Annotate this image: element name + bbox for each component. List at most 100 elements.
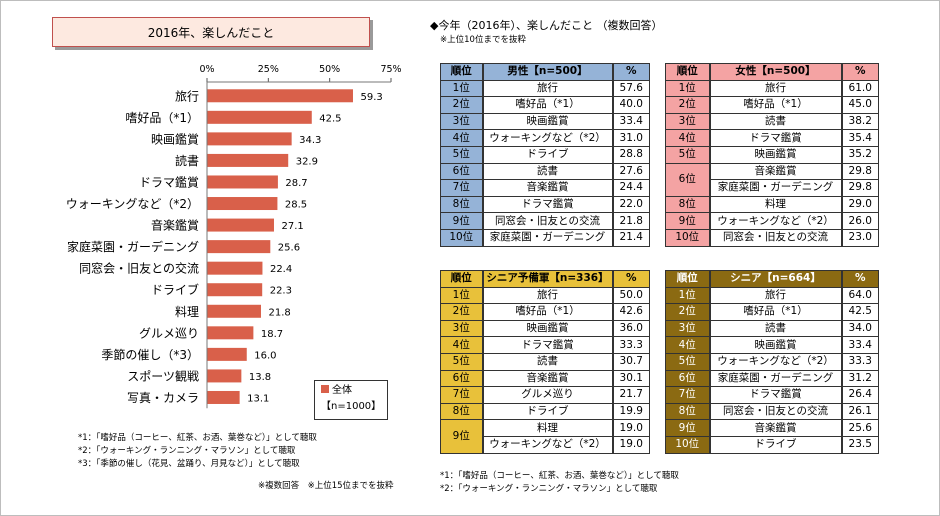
category-label: ウォーキングなど（*2） [66,197,199,211]
item-cell: ドライブ [482,402,613,421]
item-cell: 家庭菜園・ガーデニング [709,369,842,388]
right-subtitle: ※上位10位までを抜粋 [440,35,526,45]
item-cell: ドライブ [709,435,842,454]
pct-cell: 29.8 [840,162,879,181]
bar [207,390,240,404]
bar [207,261,263,275]
value-label: 13.8 [249,372,271,383]
table-male-h-item: 男性【n=500】 [482,63,613,81]
item-cell: 読書 [709,319,842,338]
category-label: 読書 [175,153,199,168]
item-cell: 嗜好品（*1） [709,96,842,114]
pct-cell: 50.0 [611,286,650,305]
table-pre-senior-header: 順位 シニア予備軍【n=336】% [440,270,650,288]
bar [207,132,292,146]
table-male: 順位 男性【n=500】% 1位 旅行 57.6 2位 嗜好品（*1） 40.0 3位 映画鑑賞 3… [440,63,650,247]
rank-cell: 1位 [440,286,484,305]
category-label: 同窓会・旧友との交流 [79,261,199,276]
pct-cell: 19.9 [611,402,650,421]
table-row: 4位 映画鑑賞 33.4 [665,336,879,354]
rank-cell: 3位 [440,112,484,131]
pct-cell: 29.0 [840,195,879,214]
table-row: ウォーキングなど（*2） 19.0 [441,435,650,454]
table-row: 5位 映画鑑賞 35.2 [665,145,879,164]
item-cell: 料理 [482,419,613,437]
table-senior-h-item: シニア【n=664】 [709,270,842,288]
pct-cell: 35.4 [840,129,879,147]
rank-cell: 9位 [440,212,484,230]
table-pre-senior-h-item: シニア予備軍【n=336】 [482,270,613,288]
table-row: 1位 旅行 64.0 [665,286,879,305]
category-label: 家庭菜園・ガーデニング [67,239,199,254]
table-female-h-item: 女性【n=500】 [709,63,842,81]
table-row: 1位 旅行 50.0 [440,286,650,305]
table-row: 4位 ドラマ鑑賞 33.3 [440,336,650,354]
x-tick-label: 0% [199,64,214,75]
table-pre-senior-h-pct: % [611,270,650,288]
rank-cell: 10位 [440,228,484,247]
value-label: 28.7 [285,178,307,189]
table-senior-header: 順位 シニア【n=664】% [665,270,879,288]
item-cell: 旅行 [482,286,613,305]
pct-cell: 42.5 [840,303,879,321]
rank-cell: 6位 [440,162,484,181]
rank-cell: 10位 [665,228,711,247]
rank-cell: 3位 [665,112,711,131]
pct-cell: 26.0 [840,212,879,230]
category-label: 写真・カメラ [127,391,199,405]
table-row: 9位 料理 19.0 [440,419,650,454]
pct-cell: 57.6 [611,79,650,98]
pct-cell: 26.1 [840,402,879,421]
item-cell: 嗜好品（*1） [709,303,842,321]
pct-cell: 31.2 [840,369,879,388]
value-label: 27.1 [281,221,303,232]
value-label: 59.3 [360,92,382,103]
table-row: 6位 音楽鑑賞 30.1 [440,369,650,388]
table-row: 4位 ウォーキングなど（*2） 31.0 [440,129,650,147]
legend-n: 【n=1000】 [321,401,382,412]
table-male-h-pct: % [611,63,650,81]
value-label: 28.5 [285,200,307,211]
table-row: 2位 嗜好品（*1） 42.5 [665,303,879,321]
value-label: 13.1 [247,393,269,404]
note-3: *3：「季節の催し（花見、盆踊り、月見など）」として聴取 [78,459,300,469]
pct-cell: 21.7 [611,386,650,404]
rank-cell: 1位 [440,79,484,98]
table-row: 8位 ドライブ 19.9 [440,402,650,421]
table-female-header: 順位 女性【n=500】% [665,63,879,81]
category-label: 嗜好品（*1） [125,111,199,125]
table-row: 1位 旅行 61.0 [665,79,879,98]
table-row: 2位 嗜好品（*1） 40.0 [440,96,650,114]
category-label: 映画鑑賞 [151,131,199,146]
bar [207,89,353,103]
rank-cell: 10位 [665,435,711,454]
rank-cell: 4位 [440,336,484,354]
pct-cell: 23.5 [840,435,879,454]
table-row: 6位 読書 27.6 [440,162,650,181]
legend-swatch [321,385,329,393]
right-note-2: *2：「ウォーキング・ランニング・マラソン」として聴取 [440,484,658,494]
pct-cell: 24.4 [611,179,650,197]
table-row: 9位 同窓会・旧友との交流 21.8 [440,212,650,230]
table-female: 順位 女性【n=500】% 1位 旅行 61.0 2位 嗜好品（*1） 45.0 3位 読書 38.… [665,63,879,247]
table-row: 6位 家庭菜園・ガーデニング 31.2 [665,369,879,388]
table-row: 10位 家庭菜園・ガーデニング 21.4 [440,228,650,247]
table-male-h-rank: 順位 [440,63,484,81]
item-cell: 料理 [709,195,842,214]
rank-cell: 8位 [665,402,711,421]
pct-cell: 33.4 [611,112,650,131]
item-cell: 映画鑑賞 [482,112,613,131]
table-row: 家庭菜園・ガーデニング 29.8 [666,179,879,197]
item-cell: 読書 [709,112,842,131]
rank-cell: 8位 [440,195,484,214]
table-row: 8位 料理 29.0 [665,195,879,214]
value-label: 32.9 [296,156,318,167]
left-title-text: 2016年、楽しんだこと [147,25,275,40]
item-cell: ドラマ鑑賞 [482,195,613,214]
table-row: 7位 グルメ巡り 21.7 [440,386,650,404]
rank-cell: 1位 [665,286,711,305]
table-row: 9位 ウォーキングなど（*2） 26.0 [665,212,879,230]
rank-cell: 6位 [665,369,711,388]
table-row: 3位 映画鑑賞 33.4 [440,112,650,131]
rank-cell: 9位 [665,212,711,230]
